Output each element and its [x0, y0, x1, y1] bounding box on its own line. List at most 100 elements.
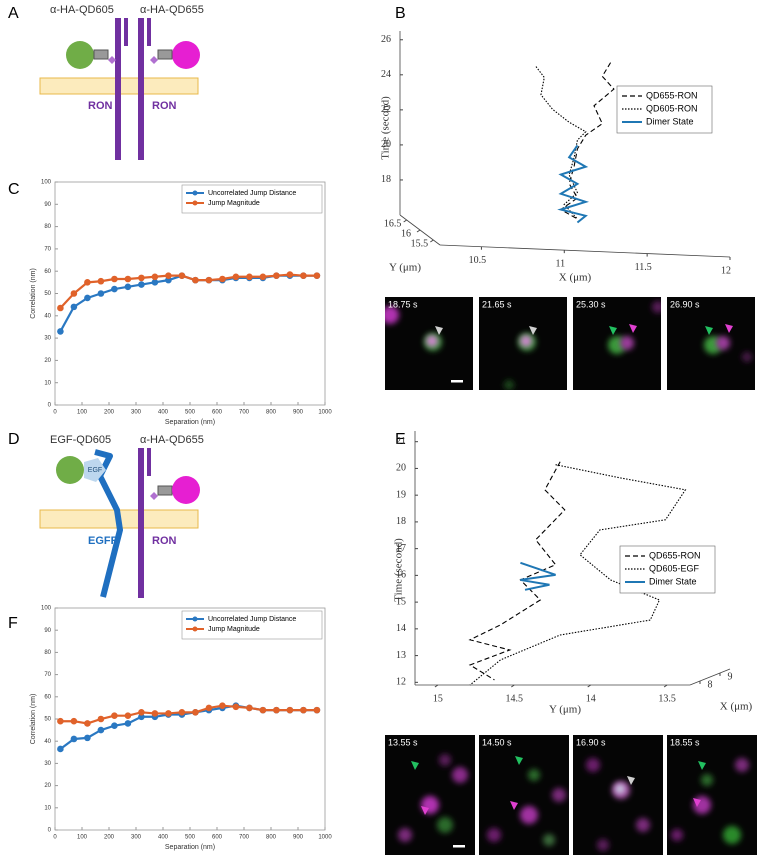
panel-label: E	[395, 431, 406, 448]
x-tick-label: 11.5	[635, 262, 652, 273]
data-point	[57, 717, 64, 725]
quantum-dot	[66, 41, 94, 69]
data-point	[97, 290, 105, 297]
x-tick-label: 400	[158, 410, 169, 416]
data-point	[273, 706, 280, 714]
antibody	[147, 18, 151, 46]
y-tick-label: 40	[44, 313, 51, 319]
fluorescent-spot	[597, 839, 609, 851]
data-point	[70, 290, 78, 297]
data-point	[57, 745, 64, 753]
data-point	[70, 303, 78, 311]
z-tick-label: 17	[396, 543, 406, 554]
y-tick-label: 10	[44, 380, 51, 386]
arrowhead	[435, 326, 443, 335]
arrowhead	[627, 776, 635, 785]
y-tick-label: 10	[44, 805, 51, 811]
microscopy-image	[479, 297, 567, 390]
time-label: 25.30 s	[576, 299, 606, 309]
y-tick-label: 14	[586, 693, 596, 704]
x-tick-label: 11	[555, 258, 565, 269]
data-point	[111, 712, 118, 719]
panel-label: F	[8, 615, 18, 632]
data-point	[84, 294, 91, 302]
legend-box	[181, 184, 323, 214]
data-point	[97, 726, 105, 734]
legend-label: QD655-RON	[649, 550, 701, 560]
data-point	[165, 272, 172, 279]
y-tick	[434, 684, 439, 688]
fluorescent-spot	[528, 769, 540, 781]
probe-label: α-HA-QD605	[50, 4, 114, 16]
x-tick-label: 700	[239, 835, 250, 841]
fluorescent-spot	[636, 818, 650, 832]
z-tick-label: 15	[396, 596, 406, 607]
data-point	[313, 272, 321, 279]
receptor	[115, 18, 121, 160]
x-tick-label: 100	[77, 835, 88, 841]
x-tick-label: 500	[185, 410, 196, 416]
legend-box	[619, 545, 716, 594]
axis-line	[689, 668, 731, 686]
data-point	[259, 273, 267, 281]
z-tick-label: 14	[396, 623, 406, 634]
receptor-label: RON	[152, 535, 177, 547]
arrowhead	[411, 761, 419, 770]
fluorescent-spot	[552, 788, 566, 802]
time-label: 26.90 s	[670, 299, 700, 309]
y-tick-label: 90	[44, 202, 51, 208]
data-point	[57, 304, 64, 312]
trajectory	[557, 144, 590, 224]
data-point	[232, 273, 240, 281]
arrowhead	[698, 761, 706, 770]
fluorescent-spot	[543, 834, 555, 846]
receptor	[94, 449, 123, 598]
receptor-label: EGFR	[88, 535, 119, 547]
fluorescent-spot	[716, 336, 730, 350]
microscopy-image	[667, 297, 755, 390]
x-tick-label: 8	[708, 679, 713, 690]
antibody	[147, 448, 151, 476]
data-point	[286, 271, 294, 278]
x-tick-label: 300	[131, 410, 142, 416]
receptor	[138, 18, 144, 160]
arrowhead	[421, 806, 429, 815]
fluorescent-spot	[452, 767, 468, 783]
y-tick-label: 14.5	[506, 693, 524, 704]
data-point	[205, 276, 213, 284]
x-tick-label: 0	[53, 835, 57, 841]
x-tick-label: 900	[293, 835, 304, 841]
trajectory	[520, 561, 556, 591]
fluorescent-spot	[735, 758, 749, 772]
panel-label: B	[395, 5, 406, 22]
ligand	[84, 458, 106, 482]
time-label: 13.55 s	[388, 737, 418, 747]
legend-marker	[192, 616, 198, 622]
x-tick-label: 100	[77, 410, 88, 416]
time-label: 16.90 s	[576, 737, 606, 747]
z-tick-label: 18	[396, 516, 406, 527]
data-point	[259, 706, 267, 714]
y-tick	[663, 684, 668, 688]
fluorescent-spot	[671, 829, 683, 841]
fluorescent-spot	[615, 784, 625, 794]
legend-label: Uncorrelated Jump Distance	[208, 190, 296, 197]
legend-marker	[192, 626, 198, 632]
y-tick-label: 15	[433, 693, 443, 704]
tag	[150, 492, 158, 500]
ligand-label: EGF	[88, 467, 102, 474]
y-tick-label: 80	[44, 650, 51, 656]
y-tick-label: 0	[48, 828, 52, 834]
fluorescent-spot	[398, 828, 412, 842]
arrowhead	[510, 801, 518, 810]
data-point	[300, 706, 307, 714]
y-tick	[587, 684, 591, 688]
fluorescent-spot	[620, 336, 634, 350]
panel-label: D	[8, 431, 20, 448]
x-tick-label: 800	[266, 835, 277, 841]
data-point	[192, 709, 199, 716]
x-axis-label: Separation (nm)	[165, 844, 215, 851]
y-tick-label: 70	[44, 246, 51, 252]
microscopy-image	[385, 297, 473, 390]
